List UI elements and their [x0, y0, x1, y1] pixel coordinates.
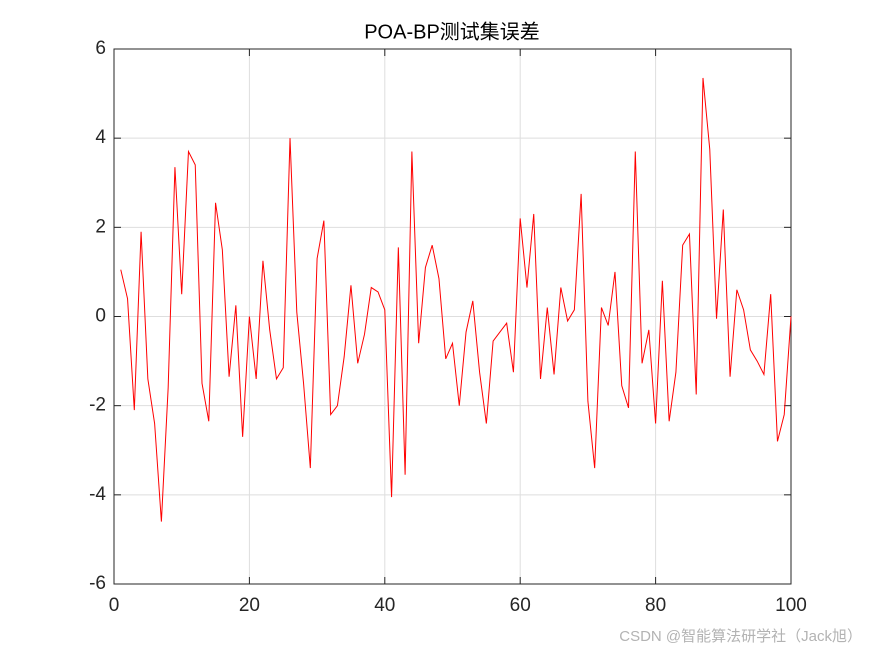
y-tick-label: -6: [89, 573, 106, 594]
y-tick-label: 4: [95, 127, 106, 148]
x-tick-label: 0: [109, 595, 120, 616]
x-tick-label: 20: [239, 595, 260, 616]
x-tick-label: 80: [645, 595, 666, 616]
watermark: CSDN @智能算法研学社（Jack旭）: [619, 627, 862, 645]
y-tick-label: 0: [95, 306, 106, 327]
data-line: [120, 77, 792, 522]
y-tick-label: 2: [95, 216, 106, 237]
x-tick-label: 100: [775, 595, 807, 616]
chart-title: POA-BP测试集误差: [364, 20, 540, 43]
y-tick-label: -4: [89, 484, 106, 505]
x-tick-label: 40: [374, 595, 395, 616]
x-tick-label: 60: [510, 595, 531, 616]
y-tick-label: 6: [95, 38, 106, 59]
y-tick-label: -2: [89, 395, 106, 416]
